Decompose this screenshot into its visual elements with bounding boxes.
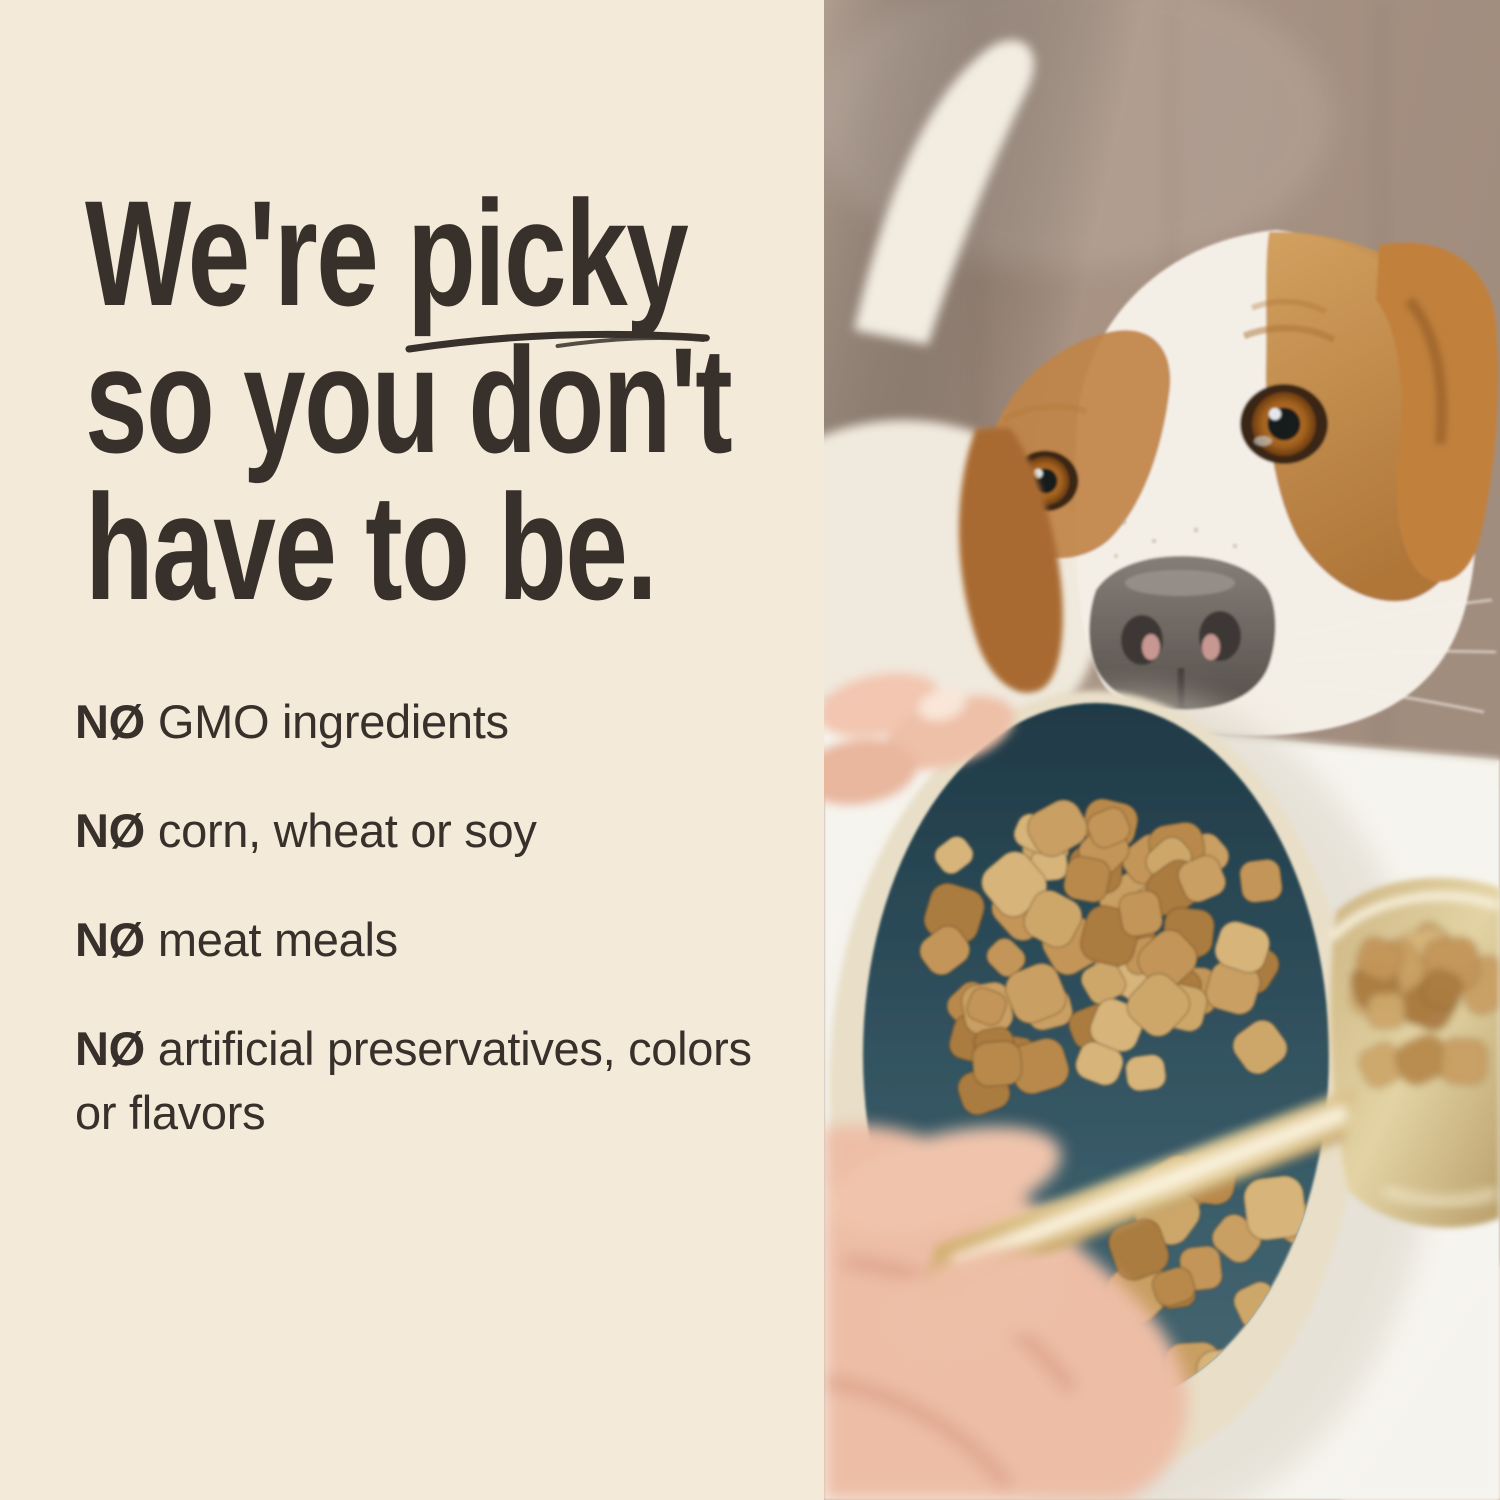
claim-item: NØ meat meals (75, 908, 775, 972)
kibble-pile (918, 797, 1289, 1116)
dog-head (982, 230, 1499, 736)
headline-line-3: have to be. (85, 463, 658, 631)
whiskers (1289, 598, 1497, 714)
headline-text: We're (85, 169, 408, 337)
dog-right-eye (1240, 384, 1328, 464)
claim-text: corn, wheat or soy (157, 804, 537, 857)
no-prefix: NØ (75, 913, 145, 966)
thumb-over-handle (887, 1248, 1061, 1356)
no-prefix: NØ (75, 695, 145, 748)
dog-photo (824, 0, 1500, 1500)
no-prefix: NØ (75, 1022, 145, 1075)
text-panel: We're picky so you don't have to be. NØ G… (75, 178, 775, 1190)
claim-text: GMO ingredients (157, 695, 509, 748)
claim-text: artificial preservatives, colors or flav… (75, 1022, 752, 1139)
claim-item: NØ GMO ingredients (75, 690, 775, 754)
headline-line-1: We're picky (85, 178, 731, 353)
claims-list: NØ GMO ingredients NØ corn, wheat or soy N… (75, 690, 775, 1190)
underlined-word: picky (405, 178, 711, 353)
product-photo (824, 0, 1500, 1500)
claim-item: NØ artificial preservatives, colors or fl… (75, 1017, 775, 1145)
dog-tail (854, 40, 1034, 346)
claim-text: meat meals (157, 913, 398, 966)
underline-stroke-icon (405, 330, 711, 353)
claim-item: NØ corn, wheat or soy (75, 799, 775, 863)
table-corner (1340, 1262, 1500, 1500)
measuring-scoop (1328, 877, 1500, 1228)
headline: We're picky so you don't have to be. (85, 178, 733, 631)
dog-nose (1089, 556, 1276, 710)
fingers-on-bowl (824, 672, 1015, 805)
dog-left-ear (958, 428, 1063, 693)
no-prefix: NØ (75, 804, 145, 857)
